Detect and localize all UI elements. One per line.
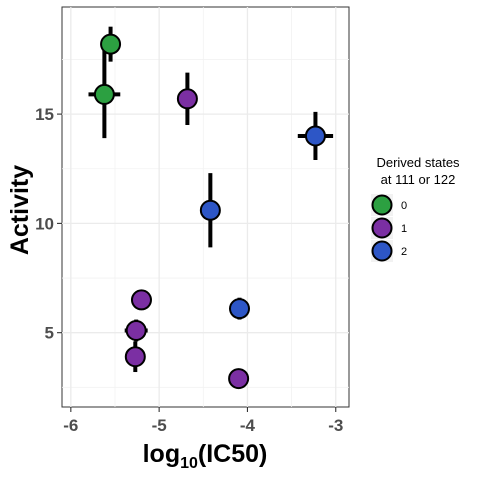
- legend-key-2: [371, 240, 393, 262]
- x-tick-label: -5: [152, 416, 167, 435]
- data-point-group-1: [130, 289, 152, 311]
- x-axis-title: log10(IC50): [143, 440, 268, 472]
- y-axis-title: Activity: [6, 165, 34, 255]
- legend-label-1: 1: [401, 223, 407, 235]
- axis-ticks: -6 -5 -4 -3 5 10 15: [35, 105, 343, 435]
- grid: [62, 7, 349, 407]
- legend-title-line-2: at 111 or 122: [381, 172, 456, 187]
- data-point-group-1: [124, 346, 146, 368]
- data-point-group-1: [228, 368, 250, 390]
- y-tick-label: 15: [35, 105, 54, 124]
- y-tick-label: 5: [45, 324, 54, 343]
- legend-label-0: 0: [401, 200, 407, 212]
- data-point-group-0: [100, 33, 122, 55]
- data-point-group-1: [176, 88, 198, 110]
- x-tick-label: -6: [63, 416, 78, 435]
- x-axis-title-suffix: (IC50): [198, 440, 267, 468]
- x-tick-label: -4: [240, 416, 256, 435]
- legend-key-0: [371, 194, 393, 216]
- legend: Derived states at 111 or 122 0 1 2: [371, 155, 460, 262]
- legend-key-1: [371, 217, 393, 239]
- data-point-group-0: [93, 83, 115, 105]
- x-axis-title-subscript: 10: [180, 455, 198, 472]
- data-point-group-2: [199, 199, 221, 221]
- legend-title-line-1: Derived states: [376, 155, 460, 170]
- x-tick-label: -3: [328, 416, 343, 435]
- legend-label-2: 2: [401, 246, 407, 258]
- data-point-group-2: [304, 125, 326, 147]
- data-point-group-1: [125, 319, 147, 341]
- data-points: [93, 33, 326, 390]
- y-tick-label: 10: [35, 214, 54, 233]
- x-axis-title-main: log: [143, 440, 181, 468]
- data-point-group-2: [228, 298, 250, 320]
